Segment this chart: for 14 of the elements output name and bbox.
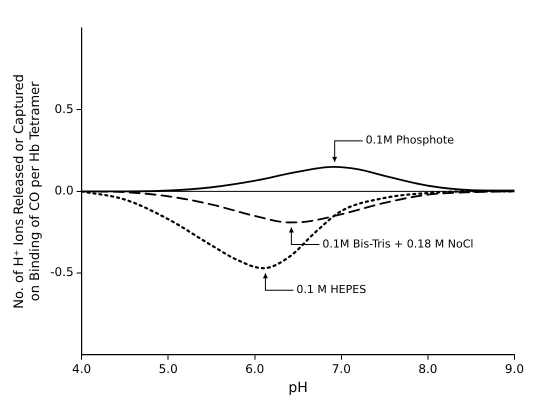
- x-tick-label: 8.0: [418, 362, 438, 376]
- text: 0.1 M HEPES: [296, 283, 366, 296]
- y-axis-title: No. of H⁺ Ions Released or Captured on Binding of CO per Hb Tetramer: [12, 74, 43, 309]
- x-axis-title: pH: [288, 380, 308, 396]
- y-tick-label: -0.5: [50, 265, 74, 280]
- x-tick-label: 4.0: [72, 362, 92, 376]
- x-tick-label: 9.0: [504, 362, 524, 376]
- x-tick-label: 6.0: [245, 362, 264, 376]
- series-label: 0.1M Bis-Tris + 0.18 M NoCl: [322, 237, 474, 250]
- text: 0.1M Phosphote: [366, 134, 454, 147]
- x-tick-label: 7.0: [332, 362, 351, 376]
- x-tick-label: 5.0: [158, 362, 178, 376]
- y-tick-label: 0.5: [54, 102, 74, 116]
- y-tick-label: 0.0: [54, 184, 74, 198]
